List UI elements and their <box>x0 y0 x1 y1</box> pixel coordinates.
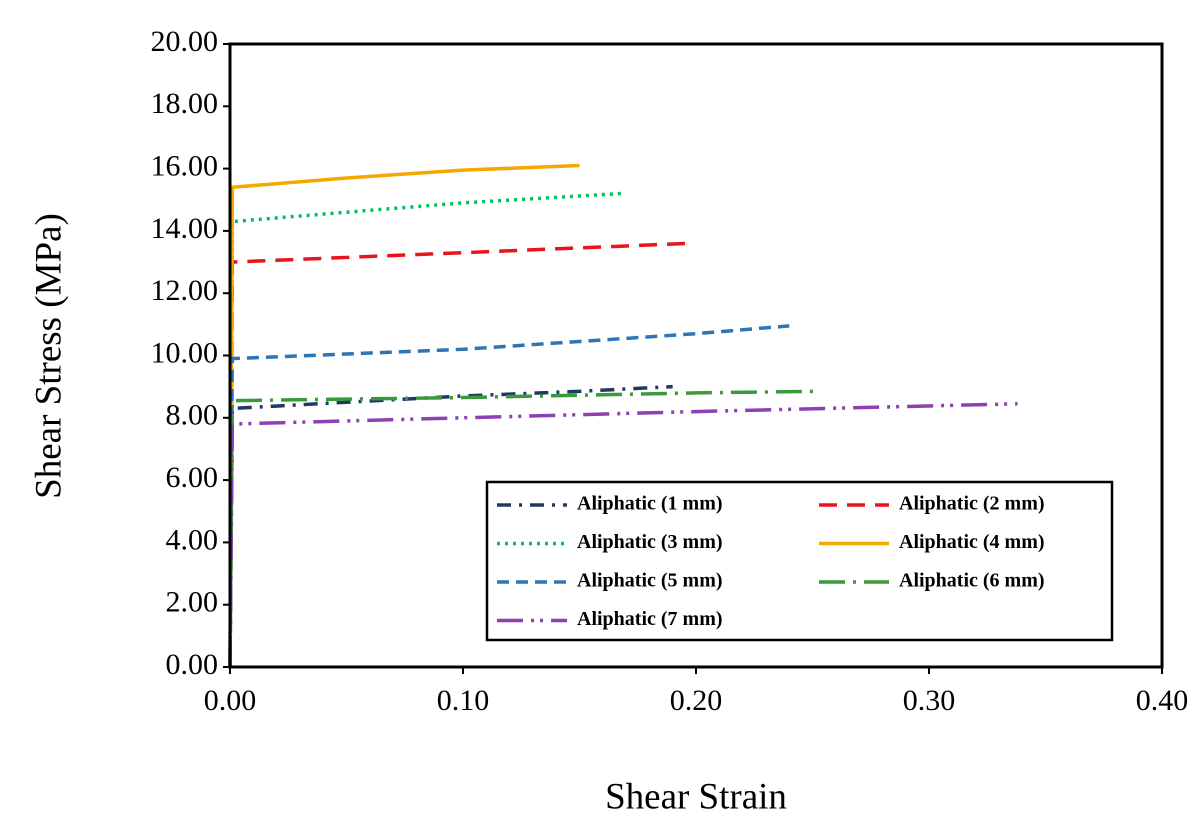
series-line <box>228 402 1018 668</box>
legend-label: Aliphatic (3 mm) <box>577 531 723 553</box>
y-tick-label: 2.00 <box>166 586 219 619</box>
series-line <box>228 324 790 668</box>
legend-label: Aliphatic (6 mm) <box>899 570 1045 592</box>
x-tick-label: 0.20 <box>670 684 723 717</box>
legend: Aliphatic (1 mm) Aliphatic (2 mm) Aliphati… <box>485 480 1114 642</box>
y-tick-label: 10.00 <box>151 336 219 369</box>
y-tick-label: 8.00 <box>166 399 219 432</box>
legend-box <box>485 480 1114 642</box>
series-line <box>228 163 580 668</box>
legend-label: Aliphatic (1 mm) <box>577 493 723 515</box>
series-line <box>228 384 673 668</box>
legend-label: Aliphatic (7 mm) <box>577 608 723 630</box>
plot-frame <box>228 42 1164 669</box>
x-tick-label: 0.30 <box>903 684 956 717</box>
y-tick-label: 20.00 <box>151 25 219 58</box>
y-tick-label: 18.00 <box>151 87 219 120</box>
y-tick-label: 16.00 <box>151 149 219 182</box>
series-line <box>228 389 818 668</box>
y-tick-label: 12.00 <box>151 274 219 307</box>
legend-label: Aliphatic (2 mm) <box>899 493 1045 515</box>
legend-label: Aliphatic (5 mm) <box>577 570 723 592</box>
y-tick-label: 6.00 <box>166 461 219 494</box>
y-tick-label: 4.00 <box>166 523 219 556</box>
y-tick-label: 0.00 <box>166 648 219 681</box>
x-axis-title: Shear Strain <box>605 776 787 817</box>
x-tick-label: 0.00 <box>204 684 257 717</box>
x-tick-label: 0.10 <box>437 684 490 717</box>
x-tick-label: 0.40 <box>1136 684 1189 717</box>
y-axis-title: Shear Stress (MPa) <box>28 213 69 499</box>
y-tick-label: 14.00 <box>151 212 219 245</box>
legend-label: Aliphatic (4 mm) <box>899 531 1045 553</box>
